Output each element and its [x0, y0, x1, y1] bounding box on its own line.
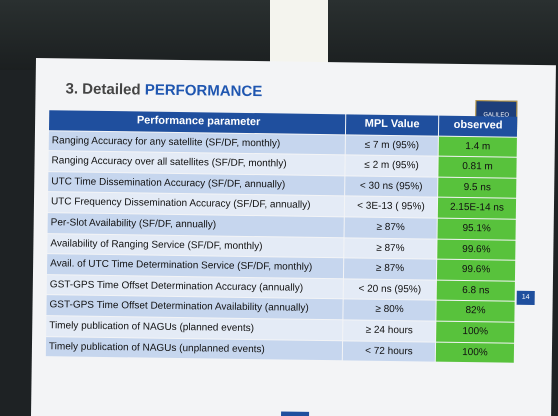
- slide: 3. Detailed PERFORMANCE GALILEO Performa…: [31, 58, 556, 416]
- table-cell: Per-Slot Availability (SF/DF, annually): [47, 213, 344, 237]
- table-cell: 1.4 m: [438, 136, 517, 157]
- table-cell: Timely publication of NAGUs (planned eve…: [46, 316, 343, 340]
- table-cell: UTC Time Dissemination Accuracy (SF/DF, …: [48, 171, 345, 196]
- table-cell: 9.5 ns: [438, 177, 517, 199]
- column-header: Performance parameter: [48, 110, 346, 134]
- table-cell: ≥ 80%: [343, 299, 436, 321]
- page-number: 14: [516, 290, 535, 305]
- table-cell: ≥ 87%: [343, 258, 437, 280]
- table-cell: ≥ 87%: [344, 217, 437, 239]
- table-cell: < 72 hours: [342, 340, 436, 362]
- table-cell: UTC Frequency Dissemination Accuracy (SF…: [47, 192, 345, 217]
- table-cell: ≤ 7 m (95%): [345, 134, 438, 156]
- table-cell: 100%: [435, 342, 515, 363]
- table-cell: Avail. of UTC Time Determination Service…: [46, 254, 344, 279]
- table-cell: 95.1%: [437, 218, 516, 240]
- table-cell: ≤ 2 m (95%): [345, 155, 438, 177]
- table-cell: 99.6%: [437, 239, 516, 260]
- table-cell: Ranging Accuracy for any satellite (SF/D…: [48, 130, 345, 155]
- table-cell: 100%: [436, 321, 515, 343]
- table-cell: < 30 ns (95%): [345, 176, 438, 197]
- performance-table: Performance parameter MPL Value observed Ra…: [45, 110, 518, 364]
- table-cell: < 20 ns (95%): [343, 279, 436, 300]
- table-cell: GST-GPS Time Offset Determination Availa…: [46, 295, 343, 320]
- table-cell: 2.15E-14 ns: [437, 198, 517, 219]
- title-highlight: PERFORMANCE: [144, 81, 263, 101]
- table-cell: GST-GPS Time Offset Determination Accura…: [46, 274, 343, 299]
- table-cell: 99.6%: [436, 259, 516, 281]
- column-header: observed: [438, 115, 518, 137]
- table-cell: Ranging Accuracy over all satellites (SF…: [48, 151, 345, 176]
- table-cell: < 3E-13 ( 95%): [344, 196, 438, 218]
- footer-mark: [280, 411, 310, 416]
- table-cell: 0.81 m: [438, 156, 517, 178]
- table-cell: Availability of Ranging Service (SF/DF, …: [47, 233, 344, 258]
- slide-title: 3. Detailed PERFORMANCE: [65, 80, 262, 100]
- table-cell: ≥ 87%: [344, 237, 437, 259]
- table-cell: 6.8 ns: [436, 280, 515, 302]
- column-header: MPL Value: [345, 114, 439, 136]
- table-cell: ≥ 24 hours: [343, 320, 436, 342]
- title-prefix: 3. Detailed: [65, 80, 145, 99]
- table-cell: 82%: [436, 300, 515, 322]
- table-cell: Timely publication of NAGUs (unplanned e…: [45, 336, 343, 361]
